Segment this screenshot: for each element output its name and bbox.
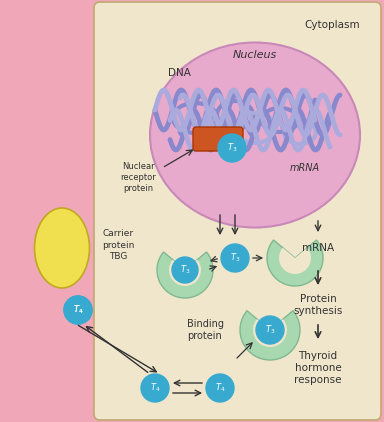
- Text: $T_3$: $T_3$: [265, 324, 275, 336]
- Wedge shape: [157, 252, 213, 298]
- Text: Carrier
protein
TBG: Carrier protein TBG: [102, 230, 134, 261]
- Text: $T_4$: $T_4$: [150, 382, 160, 394]
- Text: $T_3$: $T_3$: [230, 252, 240, 264]
- Circle shape: [256, 316, 284, 344]
- Circle shape: [218, 134, 246, 162]
- Wedge shape: [169, 260, 201, 286]
- Text: $T_3$: $T_3$: [227, 142, 237, 154]
- Text: Binding
protein: Binding protein: [187, 319, 223, 341]
- Circle shape: [141, 374, 169, 402]
- Wedge shape: [267, 240, 323, 286]
- Text: DNA: DNA: [168, 68, 191, 78]
- Text: mRNA: mRNA: [302, 243, 334, 253]
- Text: $T_4$: $T_4$: [73, 304, 83, 316]
- Circle shape: [64, 296, 92, 324]
- Text: Cytoplasm: Cytoplasm: [305, 20, 360, 30]
- Wedge shape: [253, 319, 287, 347]
- Text: mRNA: mRNA: [290, 163, 320, 173]
- Wedge shape: [240, 311, 300, 360]
- Text: Nucleus: Nucleus: [233, 50, 277, 60]
- Text: $T_4$: $T_4$: [215, 382, 225, 394]
- FancyBboxPatch shape: [94, 2, 381, 420]
- Ellipse shape: [35, 208, 89, 288]
- Circle shape: [64, 296, 92, 324]
- Text: Nuclear
receptor
protein: Nuclear receptor protein: [120, 162, 156, 193]
- Wedge shape: [279, 248, 311, 274]
- FancyBboxPatch shape: [193, 127, 243, 151]
- Circle shape: [206, 374, 234, 402]
- Text: Protein
synthesis: Protein synthesis: [293, 294, 343, 316]
- Text: $T_3$: $T_3$: [180, 264, 190, 276]
- Circle shape: [221, 244, 249, 272]
- Circle shape: [172, 257, 198, 283]
- Text: Thyroid
hormone
response: Thyroid hormone response: [294, 351, 342, 385]
- Ellipse shape: [150, 43, 360, 227]
- Text: $T_4$: $T_4$: [73, 304, 83, 316]
